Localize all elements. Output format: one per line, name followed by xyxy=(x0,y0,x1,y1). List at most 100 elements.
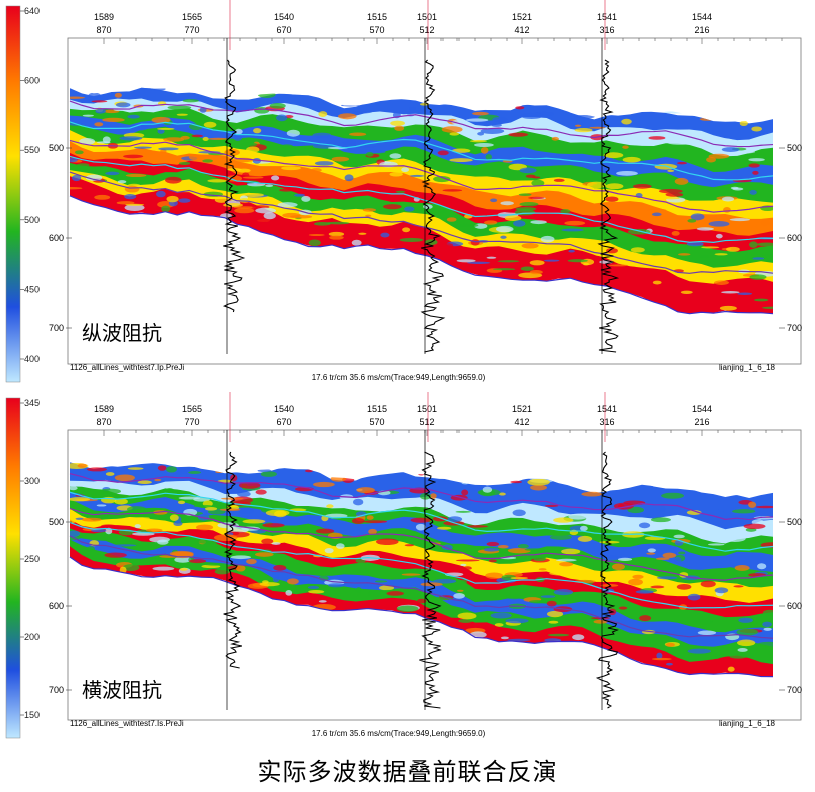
impedance-texture xyxy=(472,111,489,116)
top-axis-label-row2: 870 xyxy=(96,25,111,35)
impedance-texture xyxy=(415,523,426,531)
impedance-texture xyxy=(497,545,509,549)
colorbar-tick-label: 5500 xyxy=(24,145,40,155)
impedance-texture xyxy=(340,104,360,107)
impedance-texture xyxy=(627,228,651,235)
impedance-texture xyxy=(639,615,652,622)
colorbar-tick-label: 6000 xyxy=(24,76,40,86)
impedance-texture xyxy=(242,176,264,179)
impedance-texture xyxy=(318,600,327,603)
impedance-texture xyxy=(214,196,228,203)
top-axis-label-row1: 1521 xyxy=(512,404,532,414)
impedance-texture xyxy=(174,556,192,563)
top-axis-label-row1: 1541 xyxy=(597,12,617,22)
impedance-texture xyxy=(515,106,525,110)
impedance-texture xyxy=(651,657,672,661)
impedance-texture xyxy=(678,551,686,555)
horizon-line xyxy=(69,491,774,552)
top-axis-label-row1: 1501 xyxy=(417,12,437,22)
impedance-texture xyxy=(460,579,467,585)
impedance-texture xyxy=(677,161,687,165)
section-svg: 1589 1565 1540 1515 1501 1521 1541 1544 870 770 67… xyxy=(49,392,802,738)
impedance-texture xyxy=(671,231,680,236)
impedance-texture xyxy=(540,235,555,243)
impedance-texture xyxy=(233,206,256,209)
impedance-body xyxy=(70,87,773,314)
impedance-texture xyxy=(455,510,471,513)
impedance-texture xyxy=(102,117,125,123)
impedance-texture xyxy=(173,521,183,527)
y-axis-label-right: 700 xyxy=(787,323,802,333)
impedance-texture xyxy=(70,497,91,502)
impedance-texture xyxy=(755,505,773,509)
impedance-texture xyxy=(125,203,145,206)
impedance-texture xyxy=(622,145,629,149)
impedance-texture xyxy=(490,198,498,203)
impedance-texture xyxy=(707,543,725,546)
impedance-texture xyxy=(589,126,606,129)
impedance-texture xyxy=(547,633,570,637)
impedance-texture xyxy=(152,566,175,571)
impedance-texture xyxy=(441,126,463,133)
impedance-texture xyxy=(402,227,411,233)
impedance-texture xyxy=(327,583,346,588)
impedance-texture xyxy=(330,475,347,482)
horizon-line xyxy=(69,521,774,609)
y-axis-label-left: 700 xyxy=(49,685,64,695)
impedance-texture xyxy=(220,193,230,196)
impedance-texture xyxy=(737,292,753,295)
s-impedance-colorbar: 3450 3000 2500 2000 1500 xyxy=(0,392,44,744)
impedance-texture xyxy=(298,226,314,230)
impedance-texture xyxy=(382,204,402,210)
impedance-texture xyxy=(313,481,335,488)
impedance-texture xyxy=(762,621,772,628)
impedance-texture xyxy=(686,241,704,247)
impedance-texture xyxy=(419,493,432,500)
p-impedance-panel: 6400 6000 5500 5000 4500 4000 1589 1565 1540 151… xyxy=(0,0,815,388)
impedance-texture xyxy=(253,128,262,134)
colorbar-tick-label: 2500 xyxy=(24,554,40,564)
footer-center: 17.6 tr/cm 35.6 ms/cm(Trace:949,Length:9… xyxy=(312,729,486,738)
impedance-texture xyxy=(151,116,171,124)
impedance-texture xyxy=(256,545,271,548)
impedance-texture xyxy=(663,111,686,114)
impedance-texture xyxy=(386,591,404,596)
y-axis-label-right: 600 xyxy=(787,601,802,611)
impedance-texture xyxy=(203,121,217,128)
impedance-texture xyxy=(449,132,460,136)
impedance-texture xyxy=(656,576,678,580)
impedance-texture xyxy=(470,239,480,246)
impedance-texture xyxy=(161,525,180,530)
top-axis-label-row2: 316 xyxy=(599,25,614,35)
impedance-texture xyxy=(727,666,735,672)
impedance-texture xyxy=(127,506,147,513)
impedance-texture xyxy=(375,538,399,546)
impedance-texture xyxy=(457,612,477,620)
impedance-texture xyxy=(676,583,692,590)
impedance-texture xyxy=(177,500,186,505)
horizon-line xyxy=(69,155,774,243)
impedance-texture xyxy=(529,599,546,604)
impedance-texture xyxy=(554,156,571,159)
impedance-texture xyxy=(285,92,301,97)
impedance-texture xyxy=(710,138,735,145)
impedance-texture xyxy=(735,199,753,204)
impedance-texture xyxy=(253,564,271,567)
impedance-texture xyxy=(297,570,321,575)
impedance-texture xyxy=(85,174,103,181)
top-axis-label-row2: 770 xyxy=(184,417,199,427)
impedance-texture xyxy=(255,207,277,214)
impedance-texture xyxy=(260,471,277,477)
horizon-line xyxy=(69,508,774,581)
impedance-texture xyxy=(351,518,365,524)
impedance-texture xyxy=(259,582,280,587)
impedance-texture xyxy=(263,212,276,220)
impedance-texture xyxy=(331,156,350,162)
impedance-texture xyxy=(517,544,529,549)
impedance-texture xyxy=(581,491,603,497)
colorbar-gradient xyxy=(5,5,21,383)
y-axis-label-left: 700 xyxy=(49,323,64,333)
impedance-texture xyxy=(178,496,201,500)
impedance-texture xyxy=(553,517,574,523)
impedance-texture xyxy=(408,106,417,111)
